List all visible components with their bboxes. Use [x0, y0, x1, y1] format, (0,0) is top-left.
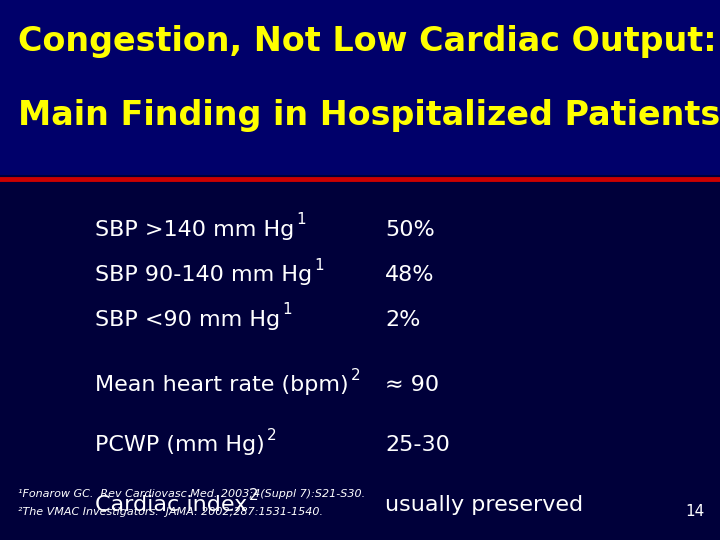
- Text: 1: 1: [314, 258, 324, 273]
- Text: 48%: 48%: [385, 265, 434, 285]
- Text: 14: 14: [685, 504, 705, 519]
- Text: 50%: 50%: [385, 220, 435, 240]
- Text: 25-30: 25-30: [385, 435, 450, 455]
- Text: 2%: 2%: [385, 310, 420, 330]
- Text: SBP >140 mm Hg: SBP >140 mm Hg: [95, 220, 294, 240]
- Text: 2: 2: [266, 428, 276, 442]
- Text: PCWP (mm Hg): PCWP (mm Hg): [95, 435, 265, 455]
- Text: Cardiac index: Cardiac index: [95, 495, 247, 515]
- Text: 1: 1: [282, 302, 292, 318]
- Text: 2: 2: [249, 488, 259, 503]
- Text: SBP 90-140 mm Hg: SBP 90-140 mm Hg: [95, 265, 312, 285]
- Text: Congestion, Not Low Cardiac Output:: Congestion, Not Low Cardiac Output:: [18, 25, 716, 58]
- Text: Mean heart rate (bpm): Mean heart rate (bpm): [95, 375, 348, 395]
- Text: 1: 1: [296, 213, 306, 227]
- Text: 2: 2: [351, 368, 360, 382]
- Text: SBP <90 mm Hg: SBP <90 mm Hg: [95, 310, 280, 330]
- Text: usually preserved: usually preserved: [385, 495, 583, 515]
- Bar: [0, 0, 720, 175]
- Text: ≈ 90: ≈ 90: [385, 375, 439, 395]
- Text: Main Finding in Hospitalized Patients: Main Finding in Hospitalized Patients: [18, 98, 720, 132]
- Text: ²The VMAC Investigators.  JAMA. 2002;287:1531-1540.: ²The VMAC Investigators. JAMA. 2002;287:…: [18, 507, 323, 517]
- Text: ¹Fonarow GC.  Rev Cardiovasc Med. 2003;4(Suppl 7):S21-S30.: ¹Fonarow GC. Rev Cardiovasc Med. 2003;4(…: [18, 489, 365, 499]
